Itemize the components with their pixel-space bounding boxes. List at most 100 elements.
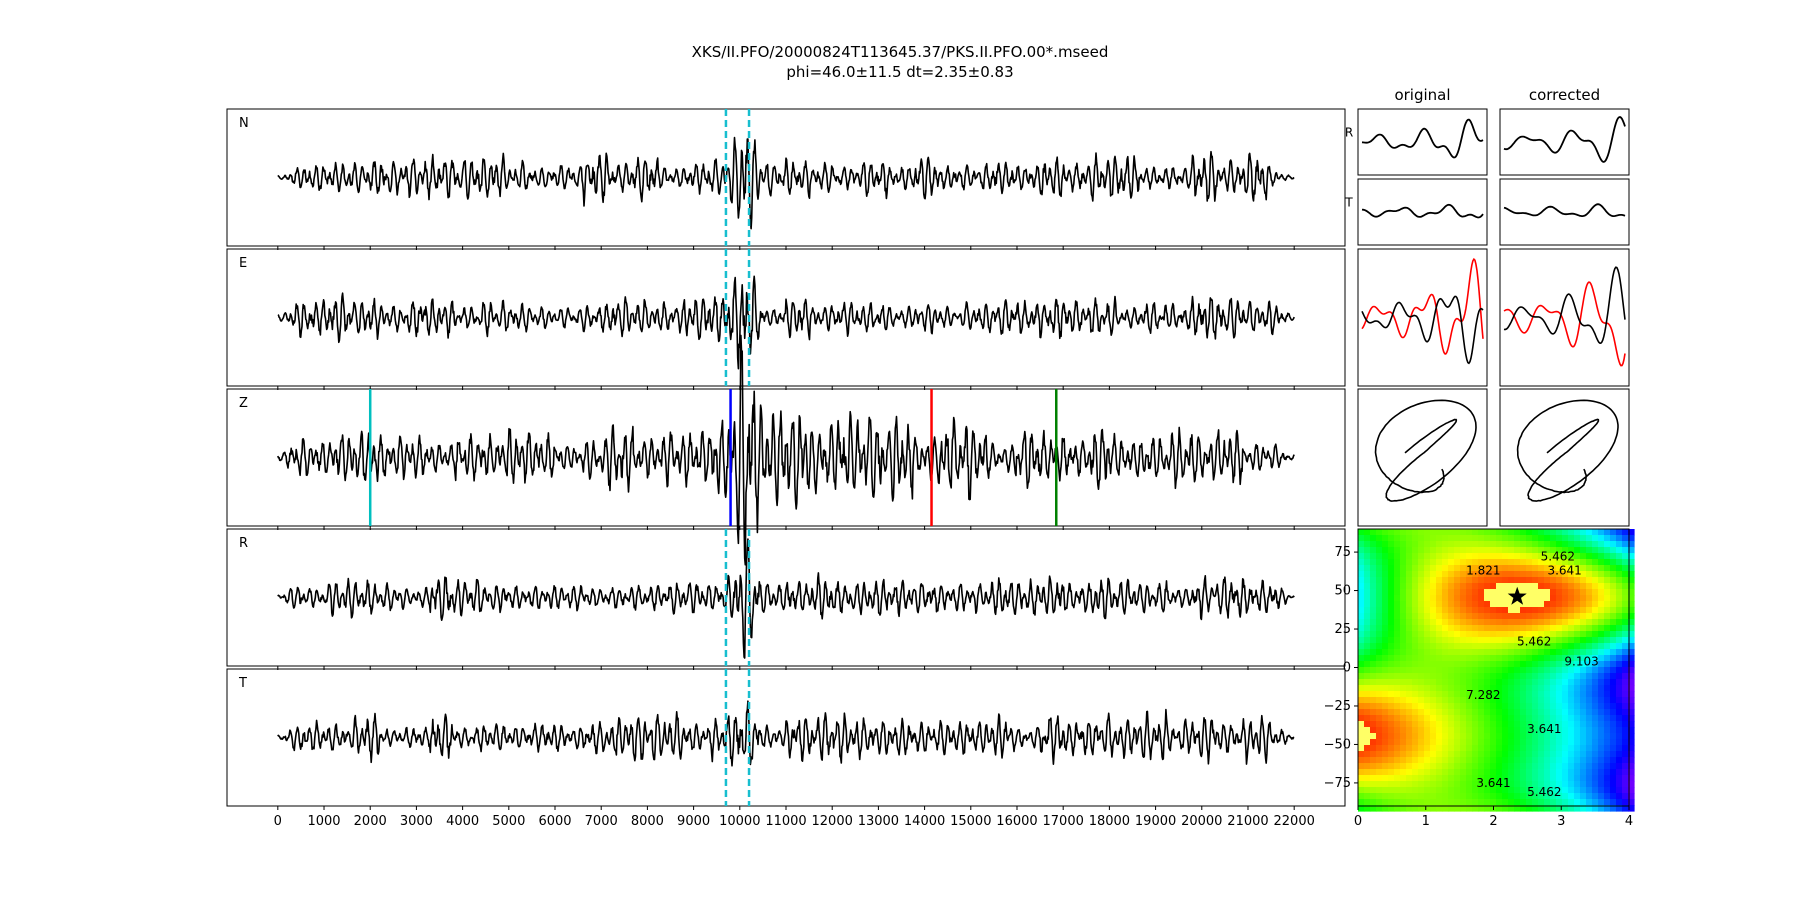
seismogram-trace-N <box>277 136 1295 230</box>
heatmap-cell <box>1568 727 1575 734</box>
heatmap-cell <box>1412 661 1419 668</box>
heatmap-cell <box>1526 727 1533 734</box>
heatmap-cell <box>1628 529 1635 536</box>
heatmap-cell <box>1424 781 1431 788</box>
heatmap-cell <box>1520 727 1527 734</box>
heatmap-cell <box>1442 745 1449 752</box>
heatmap-cell <box>1538 793 1545 800</box>
heatmap-cell <box>1502 637 1509 644</box>
heatmap-cell <box>1496 763 1503 770</box>
heatmap-cell <box>1544 559 1551 566</box>
heatmap-cell <box>1376 595 1383 602</box>
heatmap-cell <box>1466 787 1473 794</box>
heatmap-cell <box>1418 577 1425 584</box>
heatmap-cell <box>1568 781 1575 788</box>
heatmap-cell <box>1508 667 1515 674</box>
heatmap-cell <box>1586 721 1593 728</box>
heatmap-cell <box>1484 565 1491 572</box>
heatmap-cell <box>1586 649 1593 656</box>
heatmap-cell <box>1604 625 1611 632</box>
heatmap-cell <box>1610 745 1617 752</box>
heatmap-cell <box>1550 751 1557 758</box>
heatmap-cell <box>1502 589 1509 596</box>
heatmap-cell <box>1418 607 1425 614</box>
heatmap-cell <box>1628 559 1635 566</box>
heatmap-cell <box>1610 529 1617 536</box>
heatmap-cell <box>1454 733 1461 740</box>
heatmap-cell <box>1466 799 1473 806</box>
heatmap-cell <box>1598 781 1605 788</box>
heatmap-cell <box>1508 535 1515 542</box>
heatmap-cell <box>1562 583 1569 590</box>
x-tick-label: 20000 <box>1181 814 1222 829</box>
heatmap-cell <box>1406 799 1413 806</box>
heatmap-cell <box>1598 757 1605 764</box>
heatmap-cell <box>1568 661 1575 668</box>
heatmap-cell <box>1616 787 1623 794</box>
contour-label: 9.103 <box>1564 654 1598 668</box>
heatmap-cell <box>1400 763 1407 770</box>
heatmap-cell <box>1544 733 1551 740</box>
heatmap-cell <box>1496 643 1503 650</box>
heatmap-cell <box>1616 631 1623 638</box>
heatmap-cell <box>1418 685 1425 692</box>
heatmap-cell <box>1580 799 1587 806</box>
heatmap-cell <box>1466 631 1473 638</box>
heatmap-cell <box>1586 589 1593 596</box>
heatmap-cell <box>1532 607 1539 614</box>
heatmap-cell <box>1610 613 1617 620</box>
heatmap-cell <box>1400 697 1407 704</box>
heatmap-cell <box>1568 775 1575 782</box>
heatmap-cell <box>1592 631 1599 638</box>
heatmap-cell <box>1616 715 1623 722</box>
heatmap-cell <box>1418 793 1425 800</box>
heatmap-cell <box>1628 709 1635 716</box>
heatmap-cell <box>1382 757 1389 764</box>
heatmap-cell <box>1400 691 1407 698</box>
heatmap-cell <box>1484 721 1491 728</box>
heatmap-cell <box>1496 553 1503 560</box>
heatmap-cell <box>1580 739 1587 746</box>
heatmap-cell <box>1544 775 1551 782</box>
heatmap-cell <box>1532 691 1539 698</box>
heatmap-cell <box>1538 649 1545 656</box>
panel-label: Z <box>239 396 248 411</box>
heatmap-cell <box>1574 709 1581 716</box>
heatmap-cell <box>1370 805 1377 812</box>
heatmap-cell <box>1598 547 1605 554</box>
heatmap-cell <box>1574 727 1581 734</box>
heatmap-cell <box>1382 601 1389 608</box>
heatmap-cell <box>1382 739 1389 746</box>
heatmap-cell <box>1376 739 1383 746</box>
heatmap-cell <box>1418 553 1425 560</box>
overlay-waveform-black <box>1503 266 1626 345</box>
heatmap-cell <box>1598 667 1605 674</box>
heatmap-cell <box>1556 583 1563 590</box>
heatmap-cell <box>1436 745 1443 752</box>
heatmap-cell <box>1598 649 1605 656</box>
heatmap-cell <box>1544 769 1551 776</box>
heatmap-cell <box>1622 781 1629 788</box>
heatmap-cell <box>1448 535 1455 542</box>
heatmap-cell <box>1550 763 1557 770</box>
heatmap-cell <box>1580 787 1587 794</box>
heatmap-cell <box>1628 553 1635 560</box>
heatmap-cell <box>1406 553 1413 560</box>
heatmap-cell <box>1526 805 1533 812</box>
heatmap-cell <box>1406 805 1413 812</box>
heatmap-cell <box>1538 577 1545 584</box>
heatmap-cell <box>1406 577 1413 584</box>
heatmap-cell <box>1418 595 1425 602</box>
heatmap-cell <box>1592 619 1599 626</box>
heatmap-cell <box>1610 721 1617 728</box>
x-tick-label: 10000 <box>719 814 760 829</box>
heatmap-cell <box>1520 643 1527 650</box>
heatmap-cell <box>1370 721 1377 728</box>
heatmap-cell <box>1520 739 1527 746</box>
heatmap-cell <box>1532 775 1539 782</box>
heatmap-cell <box>1538 601 1545 608</box>
heatmap-cell <box>1598 715 1605 722</box>
heatmap-cell <box>1544 661 1551 668</box>
heatmap-cell <box>1496 529 1503 536</box>
heatmap-cell <box>1484 775 1491 782</box>
